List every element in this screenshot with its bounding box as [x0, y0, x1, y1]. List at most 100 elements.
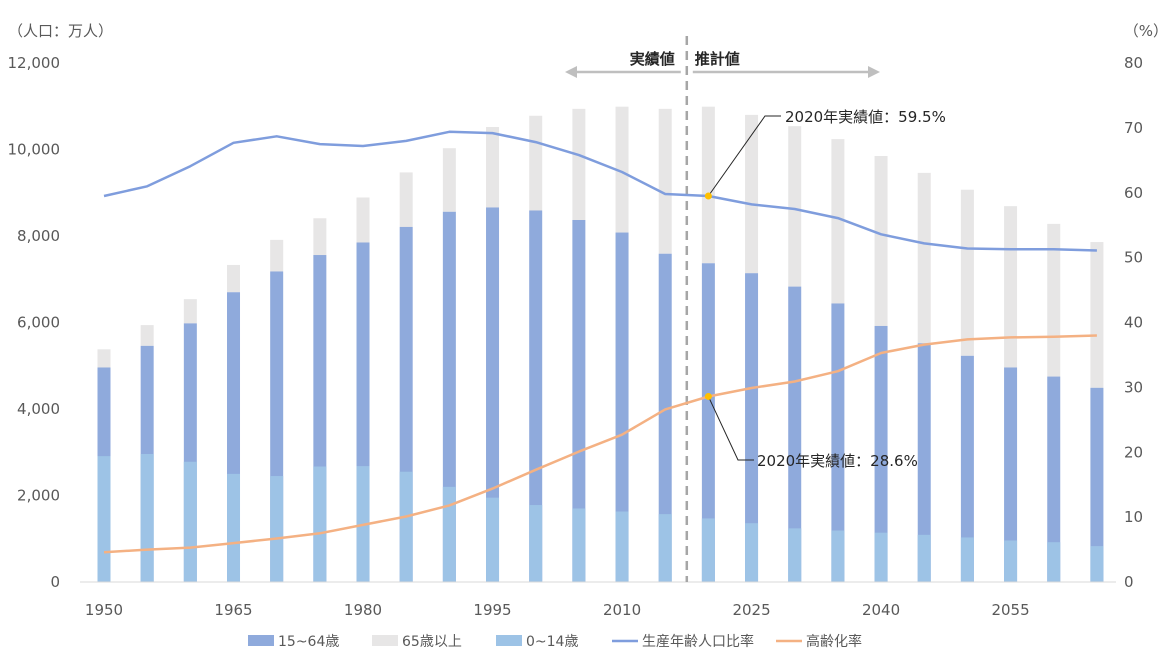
bar-0-14-2015: [658, 514, 672, 582]
annotation-leader-1: [707, 396, 754, 461]
bar-65-plus-2060: [1047, 223, 1061, 377]
bar-65-plus-2005: [572, 108, 586, 220]
bar-65-plus-1990: [442, 148, 456, 212]
bar-0-14-1975: [313, 466, 327, 582]
annotation-label: 2020年実績値：59.5%: [785, 108, 946, 126]
bar-0-14-2025: [745, 523, 759, 582]
actual-arrow-head: [565, 66, 577, 78]
annotation-label: 2020年実績値：28.6%: [757, 452, 918, 470]
left-tick-label: 8,000: [17, 227, 60, 245]
bar-0-14-1955: [140, 453, 154, 582]
bar-65-plus-2010: [615, 106, 629, 233]
legend-swatch-0: [248, 635, 274, 646]
left-tick-label: 0: [50, 573, 60, 591]
x-tick-label: 2025: [732, 601, 770, 619]
bar-15-64-2065: [1090, 387, 1104, 582]
left-tick-label: 12,000: [8, 54, 61, 72]
right-tick-label: 50: [1124, 249, 1143, 267]
bar-65-plus-2015: [658, 108, 672, 254]
bar-15-64-2025: [745, 273, 759, 582]
projected-label: 推計値: [695, 50, 740, 68]
x-tick-label: 1995: [473, 601, 511, 619]
bar-15-64-2050: [960, 355, 974, 582]
line-working-age-ratio: [103, 130, 1097, 252]
bar-65-plus-2040: [874, 155, 888, 326]
legend-label: 生産年齢人口比率: [642, 633, 754, 650]
left-tick-label: 4,000: [17, 400, 60, 418]
bar-0-14-1970: [270, 476, 284, 582]
bar-15-64-2060: [1047, 376, 1061, 582]
bar-0-14-2045: [917, 534, 931, 582]
bar-65-plus-2055: [1004, 206, 1018, 368]
bar-65-plus-2065: [1090, 242, 1104, 388]
x-tick-label: 2055: [991, 601, 1029, 619]
left-tick-label: 2,000: [17, 487, 60, 505]
bar-65-plus-2000: [529, 115, 543, 211]
legend-label: 65歳以上: [402, 634, 462, 650]
right-tick-label: 30: [1124, 378, 1143, 396]
bar-0-14-2035: [831, 530, 845, 582]
bar-0-14-1990: [442, 486, 456, 582]
left-tick-label: 6,000: [17, 314, 60, 332]
bar-0-14-2005: [572, 508, 586, 582]
right-tick-label: 70: [1124, 119, 1143, 137]
legend-swatch-2: [496, 635, 522, 646]
bar-15-64-2010: [615, 232, 629, 583]
bar-65-plus-1960: [183, 299, 197, 324]
annotation-leader-0: [707, 115, 781, 197]
bar-0-14-2060: [1047, 542, 1061, 582]
bar-0-14-2000: [529, 505, 543, 582]
bar-0-14-1960: [183, 461, 197, 582]
bar-65-plus-2025: [745, 114, 759, 274]
bar-15-64-2020: [701, 263, 715, 582]
bar-15-64-2055: [1004, 367, 1018, 582]
right-tick-label: 0: [1124, 573, 1134, 591]
bar-65-plus-2045: [917, 172, 931, 344]
bar-0-14-2050: [960, 537, 974, 582]
legend-label: 高齢化率: [806, 633, 862, 650]
bar-0-14-1965: [227, 473, 241, 582]
projected-arrow-head: [868, 66, 880, 78]
bar-0-14-1950: [97, 456, 111, 582]
legend-swatch-1: [372, 635, 398, 646]
bar-15-64-2015: [658, 253, 672, 583]
bar-65-plus-2035: [831, 139, 845, 304]
bar-15-64-2030: [788, 286, 802, 582]
bar-0-14-2055: [1004, 540, 1018, 582]
right-tick-label: 80: [1124, 54, 1143, 72]
bar-15-64-2000: [529, 210, 543, 583]
bar-15-64-2040: [874, 325, 888, 582]
bar-0-14-2020: [701, 518, 715, 582]
bar-65-plus-1955: [140, 325, 154, 346]
bar-65-plus-1950: [97, 349, 111, 368]
bar-15-64-2005: [572, 219, 586, 582]
left-axis-title: （人口：万人）: [8, 22, 113, 40]
x-tick-label: 1980: [344, 601, 382, 619]
right-tick-label: 40: [1124, 314, 1143, 332]
x-tick-label: 1965: [214, 601, 252, 619]
bar-0-14-2065: [1090, 546, 1104, 582]
legend-label: 0~14歳: [526, 634, 578, 650]
left-tick-label: 10,000: [8, 141, 61, 159]
x-tick-label: 2040: [862, 601, 900, 619]
bar-0-14-2040: [874, 532, 888, 582]
bar-65-plus-1985: [399, 172, 413, 227]
bar-65-plus-1995: [486, 127, 500, 208]
bar-65-plus-1970: [270, 239, 284, 272]
bar-65-plus-2050: [960, 189, 974, 356]
x-tick-label: 1950: [85, 601, 123, 619]
right-tick-label: 10: [1124, 508, 1143, 526]
legend-label: 15~64歳: [278, 634, 339, 650]
actual-label: 実績値: [630, 50, 675, 68]
annotation-marker-1: [704, 392, 712, 400]
bar-0-14-1995: [486, 497, 500, 582]
bar-65-plus-1975: [313, 218, 327, 256]
bar-65-plus-2020: [701, 106, 715, 264]
bar-65-plus-2030: [788, 126, 802, 287]
annotation-marker-0: [704, 192, 712, 200]
bar-65-plus-1980: [356, 197, 370, 243]
bar-0-14-1985: [399, 471, 413, 582]
bar-0-14-2010: [615, 511, 629, 582]
